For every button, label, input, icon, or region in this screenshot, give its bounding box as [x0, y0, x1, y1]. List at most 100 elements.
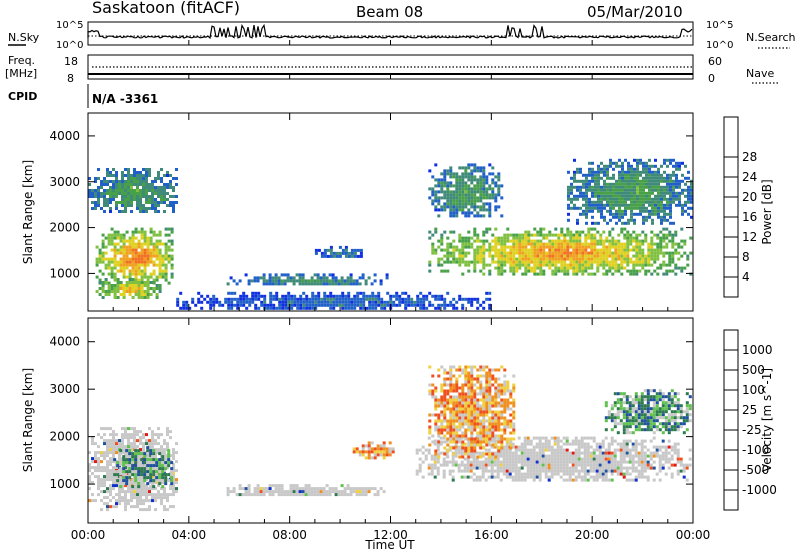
heatmap-cell: [595, 460, 599, 464]
heatmap-cell: [604, 454, 608, 458]
heatmap-cell: [161, 461, 165, 465]
heatmap-cell: [610, 436, 614, 440]
heatmap-cell: [499, 451, 503, 455]
heatmap-cell: [452, 248, 456, 252]
heatmap-cell: [163, 487, 166, 491]
heatmap-cell: [601, 478, 605, 482]
heatmap-cell: [436, 460, 440, 464]
heatmap-cell: [569, 242, 573, 246]
heatmap-cell: [597, 164, 600, 168]
heatmap-cell: [325, 282, 329, 286]
heatmap-cell: [473, 190, 477, 194]
heatmap-cell: [119, 236, 123, 240]
heatmap-cell: [307, 282, 311, 286]
heatmap-cell: [431, 202, 435, 206]
heatmap-cell: [509, 260, 513, 264]
heatmap-cell: [191, 300, 195, 304]
heatmap-cell: [579, 179, 582, 183]
heatmap-cell: [476, 184, 480, 188]
heatmap-cell: [308, 297, 312, 301]
y-tick-label: 2000: [49, 221, 80, 235]
heatmap-cell: [145, 195, 148, 198]
heatmap-cell: [600, 176, 603, 180]
heatmap-cell: [361, 276, 365, 280]
heatmap-cell: [521, 242, 525, 246]
heatmap-cell: [113, 257, 117, 261]
heatmap-cell: [115, 499, 118, 503]
heatmap-cell: [281, 303, 285, 307]
heatmap-cell: [632, 254, 636, 258]
heatmap-cell: [371, 306, 375, 310]
heatmap-cell: [137, 452, 141, 456]
heatmap-cell: [642, 203, 645, 207]
heatmap-cell: [287, 291, 291, 295]
heatmap-cell: [451, 454, 455, 458]
heatmap-cell: [539, 269, 543, 273]
heatmap-cell: [118, 439, 121, 443]
heatmap-cell: [551, 269, 555, 273]
heatmap-cell: [539, 254, 543, 258]
heatmap-cell: [328, 273, 332, 277]
heatmap-cell: [643, 475, 647, 479]
y-tick-label: 1000: [49, 266, 80, 280]
heatmap-cell: [687, 200, 690, 204]
heatmap-cell: [473, 269, 477, 273]
heatmap-cell: [361, 273, 365, 277]
heatmap-cell: [103, 189, 106, 192]
heatmap-cell: [577, 472, 581, 476]
heatmap-cell: [626, 239, 630, 243]
heatmap-cell: [508, 472, 512, 476]
heatmap-cell: [106, 487, 109, 491]
heatmap-cell: [598, 445, 602, 449]
heatmap-cell: [633, 176, 636, 180]
heatmap-cell: [355, 450, 359, 454]
heatmap-cell: [585, 188, 588, 192]
heatmap-cell: [124, 436, 127, 440]
heatmap-cell: [562, 457, 566, 461]
heatmap-cell: [566, 242, 570, 246]
heatmap-cell: [148, 195, 151, 198]
heatmap-cell: [106, 505, 109, 509]
heatmap-cell: [681, 161, 684, 165]
heatmap-cell: [621, 161, 624, 165]
heatmap-cell: [532, 466, 536, 470]
heatmap-cell: [260, 303, 264, 307]
heatmap-cell: [671, 239, 675, 243]
heatmap-cell: [585, 185, 588, 189]
heatmap-cell: [145, 439, 148, 443]
heatmap-cell: [647, 254, 651, 258]
heatmap-cell: [633, 218, 636, 222]
heatmap-cell: [576, 206, 579, 210]
heatmap-cell: [166, 445, 169, 449]
heatmap-cell: [611, 239, 615, 243]
heatmap-cell: [331, 487, 335, 491]
heatmap-cell: [260, 300, 264, 304]
heatmap-cell: [634, 454, 638, 458]
heatmap-cell: [425, 306, 429, 310]
heatmap-cell: [446, 455, 450, 459]
heatmap-cell: [161, 476, 165, 480]
heatmap-cell: [104, 293, 108, 296]
heatmap-cell: [134, 245, 138, 249]
heatmap-cell: [625, 460, 629, 464]
heatmap-cell: [590, 260, 594, 264]
heatmap-cell: [379, 453, 383, 457]
heatmap-cell: [155, 464, 159, 468]
freq-tick-high: 18: [64, 55, 78, 68]
heatmap-cell: [449, 251, 453, 255]
heatmap-cell: [663, 203, 666, 207]
heatmap-cell: [520, 457, 524, 461]
heatmap-cell: [341, 297, 345, 301]
heatmap-cell: [116, 461, 120, 465]
heatmap-cell: [160, 177, 163, 180]
heatmap-cell: [157, 448, 160, 452]
heatmap-cell: [577, 469, 581, 473]
heatmap-cell: [589, 469, 593, 473]
heatmap-cell: [301, 493, 305, 497]
heatmap-cell: [618, 218, 621, 222]
heatmap-cell: [660, 188, 663, 192]
heatmap-cell: [299, 303, 303, 307]
heatmap-cell: [668, 257, 672, 261]
heatmap-cell: [654, 206, 657, 210]
heatmap-cell: [497, 184, 501, 188]
